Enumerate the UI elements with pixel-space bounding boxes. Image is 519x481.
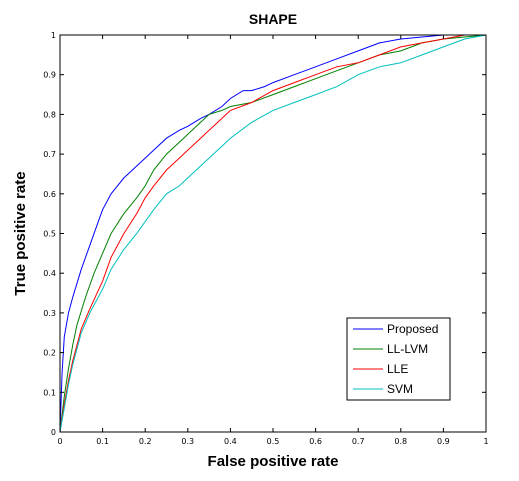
x-tick-label: 0.7 xyxy=(352,437,365,446)
x-tick-label: 0.4 xyxy=(224,437,237,446)
x-tick-label: 0.2 xyxy=(139,437,152,446)
y-tick-label: 0.4 xyxy=(43,269,56,278)
y-axis-ticks: 0 0.1 0.2 0.3 0.4 0.5 0.6 0.7 0.8 0.9 1 xyxy=(43,31,486,437)
series-line-svm xyxy=(59,34,487,433)
y-tick-label: 0.7 xyxy=(43,150,56,159)
x-tick-label: 0.5 xyxy=(267,437,280,446)
x-axis-ticks: 0 0.1 0.2 0.3 0.4 0.5 0.6 0.7 0.8 0.9 1 xyxy=(57,35,489,446)
legend-box xyxy=(346,317,451,401)
y-tick-label: 0.6 xyxy=(43,190,56,199)
y-tick-label: 1 xyxy=(51,31,56,40)
y-tick-label: 0.8 xyxy=(43,110,56,119)
series-layer xyxy=(59,34,487,433)
x-tick-label: 0.3 xyxy=(181,437,194,446)
legend: Proposed LL-LVM LLE SVM xyxy=(346,317,451,401)
x-axis-label: False positive rate xyxy=(208,453,339,470)
y-tick-label: 0.1 xyxy=(43,388,56,397)
x-tick-label: 0 xyxy=(57,437,62,446)
x-tick-label: 0.9 xyxy=(437,437,450,446)
x-tick-label: 0.6 xyxy=(309,437,322,446)
x-tick-label: 1 xyxy=(483,437,488,446)
x-tick-label: 0.1 xyxy=(96,437,109,446)
y-tick-label: 0.2 xyxy=(43,349,56,358)
chart-title: SHAPE xyxy=(249,11,297,27)
y-axis-label: True positive rate xyxy=(12,171,29,295)
y-tick-label: 0.3 xyxy=(43,309,56,318)
y-tick-label: 0.5 xyxy=(43,230,56,239)
series-line-proposed xyxy=(59,34,486,433)
y-tick-label: 0.9 xyxy=(43,71,56,80)
legend-label-svm: SVM xyxy=(387,382,413,396)
legend-label-proposed: Proposed xyxy=(387,322,438,336)
legend-label-lle: LLE xyxy=(387,362,408,376)
x-tick-label: 0.8 xyxy=(394,437,407,446)
series-line-lle xyxy=(59,34,486,433)
y-tick-label: 0 xyxy=(51,428,56,437)
legend-label-ll-lvm: LL-LVM xyxy=(387,342,428,356)
